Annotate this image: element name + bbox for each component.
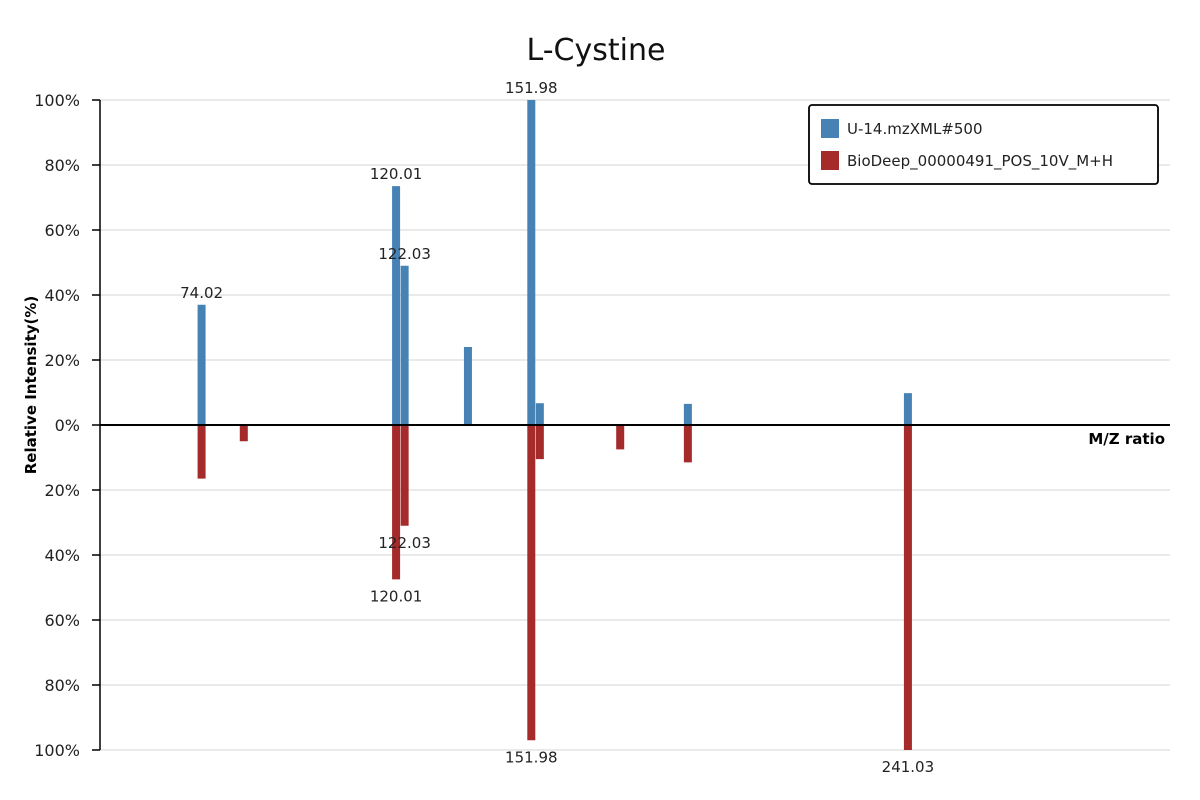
y-axis-ticks: 100% 80% 60% 40% 20% 0% 20% 40% 60% 80% 100% [34, 91, 100, 760]
chart-title: L-Cystine [527, 33, 666, 68]
spectrum-peaks [197, 100, 912, 750]
y-tick-label-8: 60% [44, 611, 80, 630]
peak-label-s0-1: 120.01 [370, 165, 423, 183]
peak-label-s1-2: 120.01 [370, 587, 423, 605]
peak-bar-s0-4 [527, 100, 536, 425]
y-axis-title: Relative Intensity(%) [22, 296, 40, 475]
y-tick-label-0: 100% [34, 91, 80, 110]
peak-label-s0-0: 74.02 [180, 284, 223, 302]
y-tick-label-9: 80% [44, 676, 80, 695]
peak-bar-s0-1 [392, 186, 401, 425]
peak-label-s0-4: 151.98 [505, 79, 558, 97]
y-tick-label-3: 40% [44, 286, 80, 305]
legend-swatch-0 [821, 119, 839, 138]
legend-label-1: BioDeep_00000491_POS_10V_M+H [847, 152, 1113, 171]
peak-bar-s1-3 [400, 425, 409, 526]
y-tick-label-7: 40% [44, 546, 80, 565]
legend-box [808, 104, 1159, 185]
peak-bar-s1-7 [683, 425, 692, 463]
peak-bar-s1-4 [527, 425, 536, 741]
peak-bar-s1-0 [197, 425, 206, 479]
peak-bar-s0-0 [197, 304, 206, 425]
peak-bar-s1-8 [903, 425, 912, 750]
x-axis-title: M/Z ratio [1088, 430, 1165, 448]
y-tick-label-6: 20% [44, 481, 80, 500]
peak-bar-s1-5 [535, 425, 544, 460]
legend: U-14.mzXML#500 BioDeep_00000491_POS_10V_M… [808, 104, 1159, 185]
y-tick-label-2: 60% [44, 221, 80, 240]
peak-bar-s1-2 [392, 425, 401, 580]
legend-label-0: U-14.mzXML#500 [847, 120, 983, 138]
peak-bar-s0-3 [463, 347, 472, 425]
peak-bar-s1-6 [616, 425, 625, 450]
peak-labels: 74.02 120.01 122.03 151.98 120.01 122.03 151.9… [180, 79, 934, 776]
peak-label-s1-8: 241.03 [882, 758, 935, 776]
peak-bar-s0-6 [683, 403, 692, 425]
y-tick-label-4: 20% [44, 351, 80, 370]
peak-label-s0-2: 122.03 [378, 245, 431, 263]
peak-bar-s0-7 [903, 393, 912, 425]
peak-bar-s0-5 [535, 403, 544, 425]
y-tick-label-1: 80% [44, 156, 80, 175]
y-tick-label-5: 0% [55, 416, 80, 435]
peak-bar-s0-2 [400, 265, 409, 425]
peak-label-s1-4: 151.98 [505, 748, 558, 766]
peak-bar-s1-1 [239, 425, 248, 442]
peak-label-s1-3: 122.03 [378, 534, 431, 552]
legend-swatch-1 [821, 151, 839, 170]
y-tick-label-10: 100% [34, 741, 80, 760]
